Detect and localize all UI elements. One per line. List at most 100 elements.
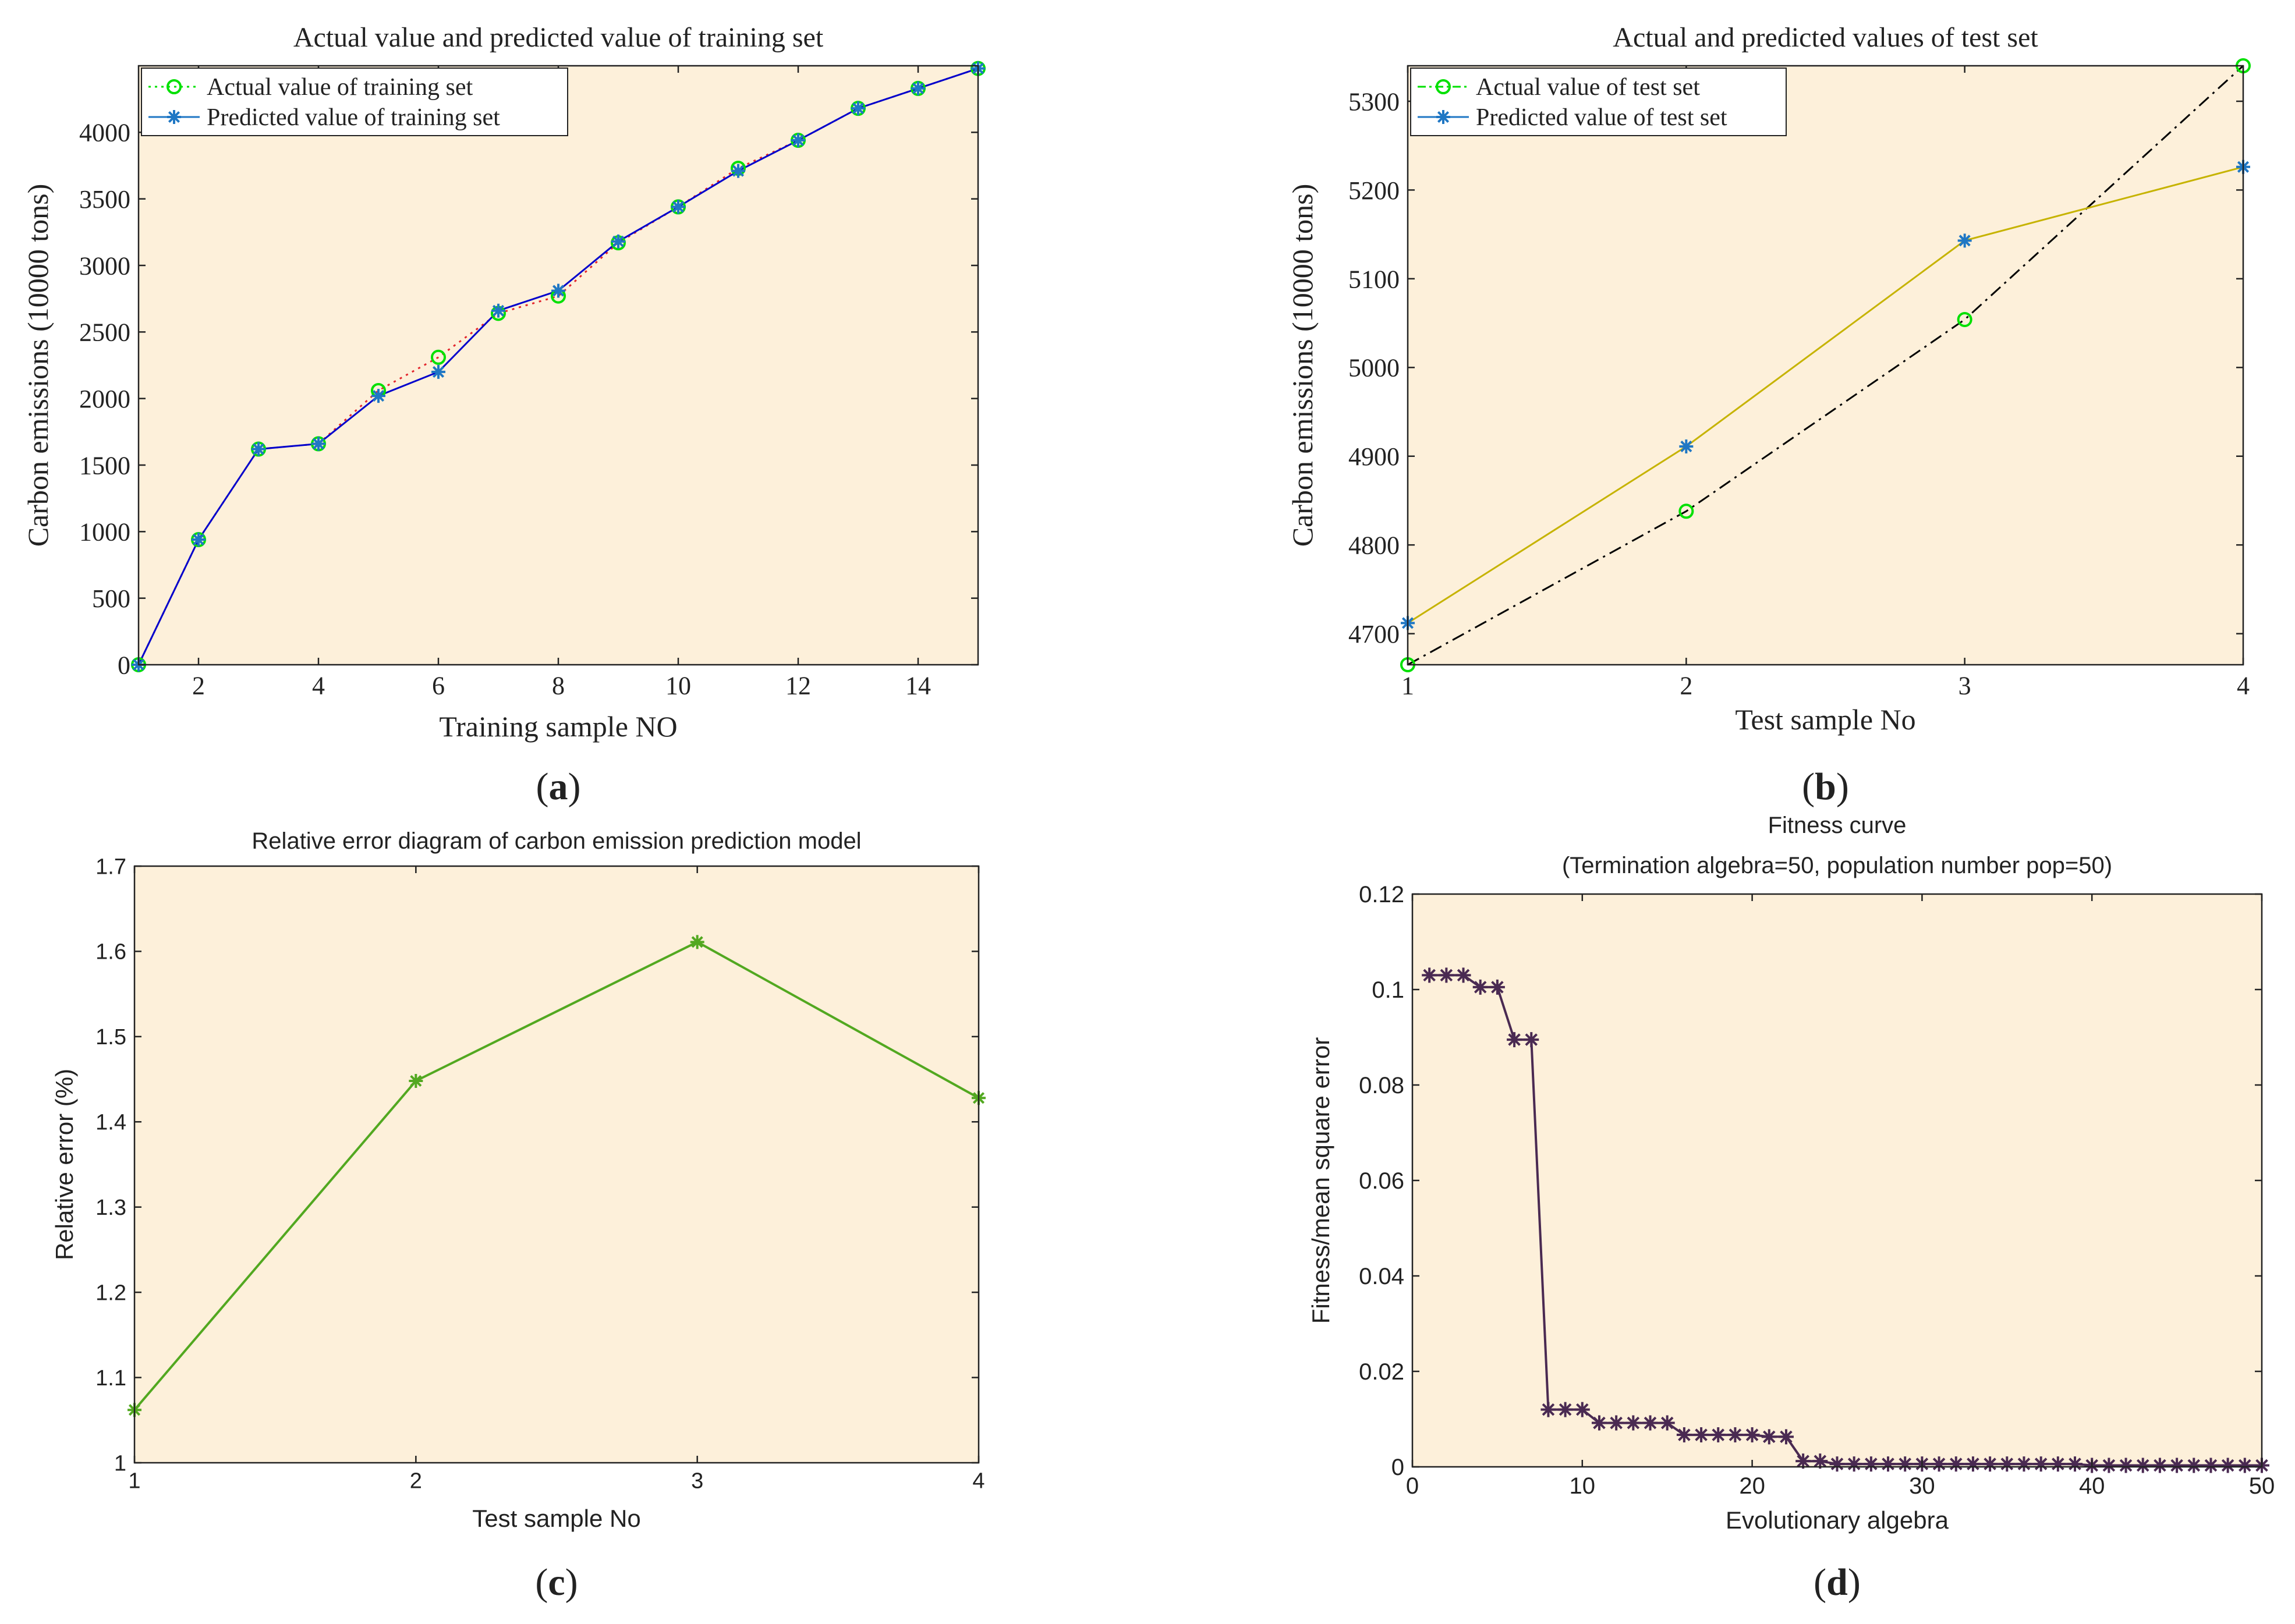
- data-point: [551, 283, 565, 298]
- chart-title: Fitness curve: [1768, 813, 1907, 838]
- data-point: [1957, 311, 1972, 327]
- y-tick-label: 4800: [1348, 531, 1400, 560]
- y-tick-label: 0.08: [1359, 1073, 1404, 1098]
- y-tick-label: 4000: [79, 119, 130, 147]
- data-point: [1897, 1456, 1913, 1472]
- x-tick-label: 10: [665, 672, 691, 700]
- data-point: [1829, 1456, 1845, 1472]
- y-tick-label: 1.6: [95, 940, 126, 965]
- panel-label: (a): [536, 765, 581, 808]
- x-tick-label: 1: [1401, 672, 1414, 700]
- data-point: [671, 200, 685, 214]
- legend-marker: [1436, 110, 1450, 124]
- y-tick-label: 0.12: [1359, 882, 1404, 907]
- panel-label: (b): [1802, 765, 1849, 808]
- data-point: [1540, 1402, 1556, 1417]
- data-point: [2220, 1458, 2236, 1473]
- data-point: [1795, 1453, 1811, 1469]
- data-point: [1761, 1429, 1777, 1445]
- data-point: [1422, 967, 1437, 983]
- x-tick-label: 6: [432, 672, 445, 700]
- x-tick-label: 40: [2079, 1473, 2105, 1499]
- data-point: [1999, 1456, 2015, 1472]
- y-tick-label: 1.7: [95, 854, 126, 879]
- data-point: [1524, 1032, 1539, 1048]
- legend-label: Predicted value of test set: [1476, 104, 1727, 131]
- x-tick-label: 4: [312, 672, 325, 700]
- y-tick-label: 0.04: [1359, 1264, 1404, 1289]
- panel-label: (c): [535, 1561, 578, 1604]
- data-point: [2169, 1458, 2185, 1473]
- data-point: [311, 437, 325, 451]
- y-tick-label: 5100: [1348, 265, 1400, 293]
- y-tick-label: 500: [92, 584, 130, 613]
- data-point: [252, 442, 265, 456]
- x-tick-label: 12: [785, 672, 811, 700]
- data-point: [1659, 1415, 1675, 1431]
- data-point: [911, 81, 925, 95]
- data-point: [731, 164, 745, 178]
- data-point: [431, 364, 445, 379]
- chart-panel-a: 2 4 6 8 10 12 14 0 500 1000 1500 2000 2500 3000 3500 40…: [22, 22, 986, 808]
- data-point: [1679, 439, 1694, 453]
- series-line-1: [133, 941, 979, 1411]
- data-point: [1472, 979, 1488, 995]
- x-tick-label: 3: [1958, 672, 1971, 700]
- y-tick-label: 0: [118, 651, 130, 679]
- data-point: [192, 533, 206, 547]
- chart-title: Actual value and predicted value of trai…: [293, 22, 824, 53]
- data-point: [690, 935, 704, 949]
- y-tick-label: 1500: [79, 451, 130, 480]
- chart-panel-b: 1 2 3 4 4700 4800 4900 5000 5100 5200 5300 Actual a…: [1286, 22, 2251, 808]
- axes-frame: [133, 865, 980, 1464]
- series-line-2: [1407, 166, 2244, 624]
- x-tick-label: 2: [192, 672, 205, 700]
- data-point: [1727, 1427, 1743, 1443]
- data-point: [1678, 503, 1694, 519]
- data-point: [1625, 1415, 1641, 1431]
- x-tick-label: 50: [2249, 1473, 2275, 1499]
- plot-area: [1408, 66, 2243, 665]
- legend-label: Actual value of training set: [207, 74, 473, 101]
- y-tick-label: 0.1: [1372, 977, 1404, 1003]
- y-tick-label: 1.4: [95, 1111, 126, 1135]
- data-point: [2186, 1458, 2202, 1473]
- x-tick-label: 14: [905, 672, 931, 700]
- y-tick-label: 5200: [1348, 176, 1400, 205]
- axes-frame: [1407, 65, 2244, 666]
- x-tick-label: 10: [1570, 1473, 1596, 1499]
- y-tick-label: 5300: [1348, 87, 1400, 116]
- y-tick-label: 3500: [79, 185, 130, 214]
- data-point: [1948, 1456, 1964, 1472]
- series-line-1: [1407, 65, 2244, 666]
- x-tick-label: 4: [972, 1469, 984, 1494]
- chart-panel-d: 0 10 20 30 40 50 0 0.02 0.04 0.06 0.08 0.1 0.12 Fitne…: [1307, 813, 2275, 1604]
- legend-marker: [167, 79, 182, 94]
- x-tick-label: 20: [1739, 1473, 1765, 1499]
- panel-label: (d): [1814, 1561, 1861, 1604]
- data-point: [371, 389, 385, 403]
- y-axis-label: Relative error (%): [51, 1069, 78, 1260]
- legend-label: Actual value of test set: [1476, 74, 1700, 101]
- data-point: [611, 234, 625, 249]
- chart-subtitle: (Termination algebra=50, population numb…: [1562, 853, 2112, 878]
- y-tick-label: 0.02: [1359, 1359, 1404, 1385]
- data-point: [1455, 967, 1471, 983]
- data-point: [1591, 1415, 1607, 1431]
- data-point: [2118, 1458, 2134, 1473]
- x-tick-label: 1: [128, 1469, 140, 1494]
- y-tick-label: 1.5: [95, 1025, 126, 1049]
- data-point: [491, 303, 505, 318]
- y-tick-label: 1.3: [95, 1196, 126, 1220]
- data-point: [2237, 1458, 2252, 1473]
- y-tick-label: 0: [1391, 1455, 1404, 1480]
- x-tick-label: 4: [2237, 672, 2250, 700]
- y-tick-label: 2500: [79, 318, 130, 347]
- y-tick-label: 1.2: [95, 1281, 126, 1305]
- data-point: [1863, 1456, 1879, 1472]
- data-point: [2016, 1456, 2032, 1472]
- legend: Actual value of training set Predicted va…: [141, 68, 568, 136]
- data-point: [1507, 1032, 1522, 1048]
- y-axis-label: Fitness/mean square error: [1307, 1037, 1334, 1324]
